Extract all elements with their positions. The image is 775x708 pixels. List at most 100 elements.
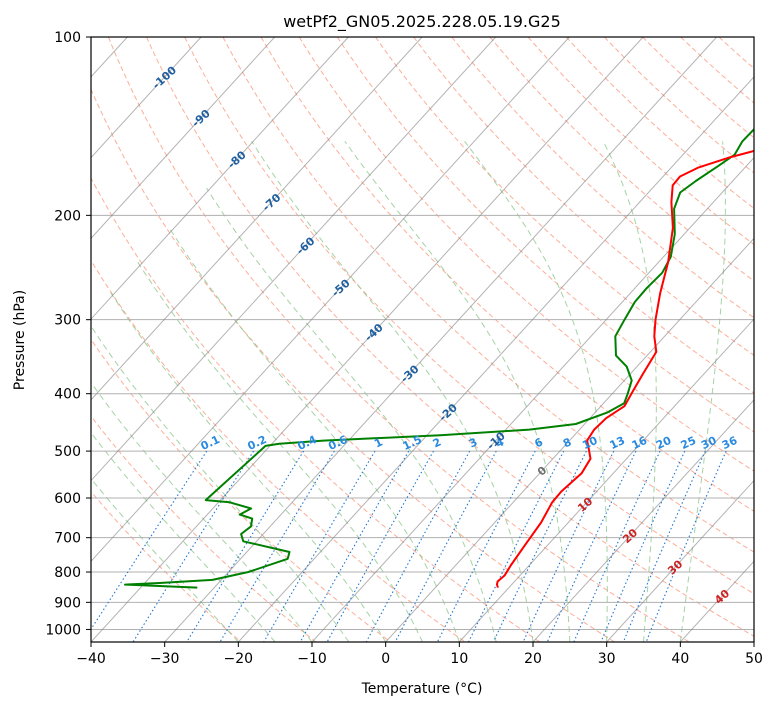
moist-adiabat	[110, 292, 387, 642]
mixing-ratio-label: 0.2	[246, 433, 269, 453]
isotherm	[91, 37, 570, 562]
mixing-ratio-line	[91, 450, 208, 631]
mixing-ratio-line	[573, 450, 661, 642]
mixing-ratio-label: 0.4	[296, 433, 319, 453]
mixing-ratio-line	[546, 450, 637, 642]
mixing-ratio-line	[600, 450, 686, 642]
mixing-ratio-label: 13	[608, 434, 627, 452]
dry-adiabat	[413, 37, 754, 356]
moist-adiabat	[91, 431, 276, 642]
moist-adiabat	[344, 141, 571, 642]
y-tick-label: 200	[54, 208, 81, 224]
moist-adiabat	[91, 477, 239, 642]
mixing-ratio-line	[365, 450, 471, 642]
x-tick-label: 10	[450, 651, 468, 667]
mixing-ratio-label: 6	[532, 435, 545, 450]
y-tick-label: 900	[54, 595, 81, 611]
dry-adiabat	[222, 37, 754, 553]
y-tick-label: 400	[54, 387, 81, 403]
dry-adiabat	[91, 490, 242, 642]
x-tick-label: −30	[150, 651, 180, 667]
x-tick-label: 20	[524, 651, 542, 667]
dry-adiabat	[680, 37, 754, 104]
dry-adiabat	[91, 415, 317, 642]
dewpoint-line	[124, 127, 754, 589]
mixing-ratio-line	[436, 450, 536, 642]
isotherm	[91, 37, 349, 320]
moist-adiabat	[168, 227, 460, 642]
mixing-ratio-label: 16	[630, 434, 650, 452]
isotherm	[532, 399, 754, 642]
isotherm	[311, 156, 754, 642]
mixing-ratio-line	[522, 450, 615, 642]
background-lines	[91, 37, 775, 642]
mixing-ratio-label: 0.1	[199, 433, 222, 453]
x-tick-label: 30	[598, 651, 616, 667]
mixing-ratio-label: 10	[580, 434, 600, 452]
x-tick-label: −20	[224, 651, 254, 667]
y-tick-label: 1000	[45, 622, 81, 638]
y-tick-label: 100	[54, 30, 81, 46]
axis-ticks: −40 −30 −20 −10 0 10 20 30 40 5010020030040050060…	[45, 30, 763, 667]
dry-adiabat	[146, 37, 754, 637]
isotherm	[164, 37, 718, 642]
isotherm	[606, 479, 754, 642]
mixing-ratio-label: 0.6	[326, 433, 349, 453]
mixing-ratio-line	[299, 450, 410, 642]
y-tick-label: 500	[54, 444, 81, 460]
mixing-ratio-line	[394, 450, 497, 642]
dry-adiabat	[451, 37, 754, 319]
isotherm	[91, 37, 202, 159]
plot-frame	[90, 36, 755, 643]
x-tick-label: 50	[745, 651, 763, 667]
moist-adiabat	[206, 187, 497, 642]
chart-title: wetPf2_GN05.2025.228.05.19.G25	[283, 12, 561, 32]
temperature-line	[496, 149, 754, 588]
dry-adiabat	[375, 37, 754, 394]
dry-adiabat	[298, 37, 754, 472]
isotherm	[91, 37, 644, 642]
dry-adiabat	[91, 338, 391, 642]
moist-adiabat	[91, 325, 350, 642]
dry-adiabat	[604, 37, 754, 174]
dry-adiabat	[336, 37, 754, 433]
moist-adiabat	[602, 141, 657, 642]
mixing-ratio-line	[219, 450, 335, 642]
dry-adiabat	[91, 259, 466, 642]
moist-adiabat	[464, 140, 608, 642]
mixing-ratio-line	[263, 450, 376, 642]
moist-adiabat	[679, 141, 726, 642]
x-tick-label: 0	[381, 651, 390, 667]
x-axis-label: Temperature (°C)	[361, 681, 483, 697]
dry-adiabat	[527, 37, 754, 246]
dry-adiabat	[489, 37, 754, 282]
y-tick-label: 800	[54, 565, 81, 581]
mixing-ratio-line	[186, 450, 305, 642]
dry-adiabat	[260, 37, 754, 512]
sounding-profiles	[124, 127, 754, 589]
isotherm	[91, 37, 423, 401]
isotherm	[237, 76, 754, 642]
mixing-ratio-label: 20	[654, 434, 674, 452]
isotherm	[91, 37, 497, 482]
isotherm	[753, 641, 754, 642]
mixing-ratio-label: 30	[699, 434, 719, 452]
dry-adiabat	[565, 37, 754, 210]
mixing-ratio-label: 2	[431, 435, 443, 450]
moist-adiabat	[137, 262, 423, 642]
mixing-ratio-line	[645, 450, 727, 642]
x-tick-label: −40	[76, 651, 106, 667]
x-tick-label: −10	[297, 651, 327, 667]
isotherm	[458, 318, 754, 642]
mixing-ratio-line	[326, 450, 434, 642]
dry-adiabat	[718, 37, 754, 70]
moist-adiabat	[91, 381, 313, 642]
x-tick-label: 40	[671, 651, 689, 667]
dry-adiabat	[107, 37, 690, 642]
dry-adiabat	[757, 37, 775, 642]
moist-adiabat	[251, 141, 534, 642]
dry-adiabat	[184, 37, 754, 595]
dry-adiabat	[642, 37, 754, 139]
y-tick-label: 600	[54, 491, 81, 507]
